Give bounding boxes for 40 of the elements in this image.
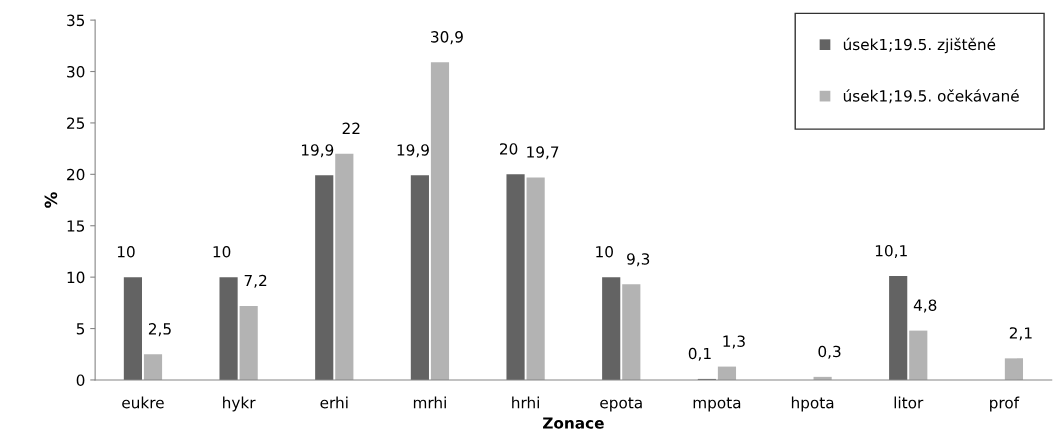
data-label: 20 xyxy=(500,143,518,155)
data-label: 10,1 xyxy=(875,244,907,259)
x-tick-label: mpota xyxy=(693,397,741,412)
y-tick-label: 5 xyxy=(76,323,85,335)
data-label: 10 xyxy=(117,245,135,258)
y-tick-label: 35 xyxy=(67,14,85,27)
x-tick-label: erhi xyxy=(320,396,348,409)
data-label: 4,8 xyxy=(913,299,937,313)
data-label: 10 xyxy=(596,245,613,258)
y-tick-label: 20 xyxy=(67,168,85,181)
x-tick-label: eukre xyxy=(122,396,164,409)
x-tick-label: hrhi xyxy=(512,396,539,409)
data-label: 0,1 xyxy=(688,347,711,361)
data-label: 7,2 xyxy=(244,274,267,288)
x-tick-label: hpota xyxy=(791,396,834,412)
x-tick-label: hykr xyxy=(223,396,256,412)
data-label: 9,3 xyxy=(627,253,650,267)
x-axis-title: Zonace xyxy=(543,417,604,429)
data-label: 22 xyxy=(342,122,360,134)
y-tick-label: 15 xyxy=(67,220,85,232)
data-label: 2,5 xyxy=(148,323,171,337)
data-label: 2,1 xyxy=(1009,327,1032,341)
x-tick-label: prof xyxy=(990,396,1020,412)
legend-label: úsek1;19.5. očekávané xyxy=(843,89,1019,104)
y-axis-title: % xyxy=(44,192,58,208)
x-tick-label: epota xyxy=(600,397,642,412)
y-tick-label: 30 xyxy=(67,65,85,78)
data-label: 0,3 xyxy=(818,345,841,359)
y-tick-label: 0 xyxy=(76,374,85,386)
x-tick-label: mrhi xyxy=(413,396,446,409)
data-label: 19,9 xyxy=(397,144,429,158)
y-tick-label: 25 xyxy=(67,117,85,129)
x-tick-label: litor xyxy=(894,396,924,409)
data-label: 10 xyxy=(213,245,231,258)
y-tick-label: 10 xyxy=(67,271,85,284)
data-label: 30,9 xyxy=(431,31,463,45)
data-label: 1,3 xyxy=(723,335,745,349)
data-label: 19,9 xyxy=(301,144,334,158)
data-label: 19,7 xyxy=(527,146,559,160)
legend-label: úsek1;19.5. zjištěné xyxy=(843,37,996,54)
